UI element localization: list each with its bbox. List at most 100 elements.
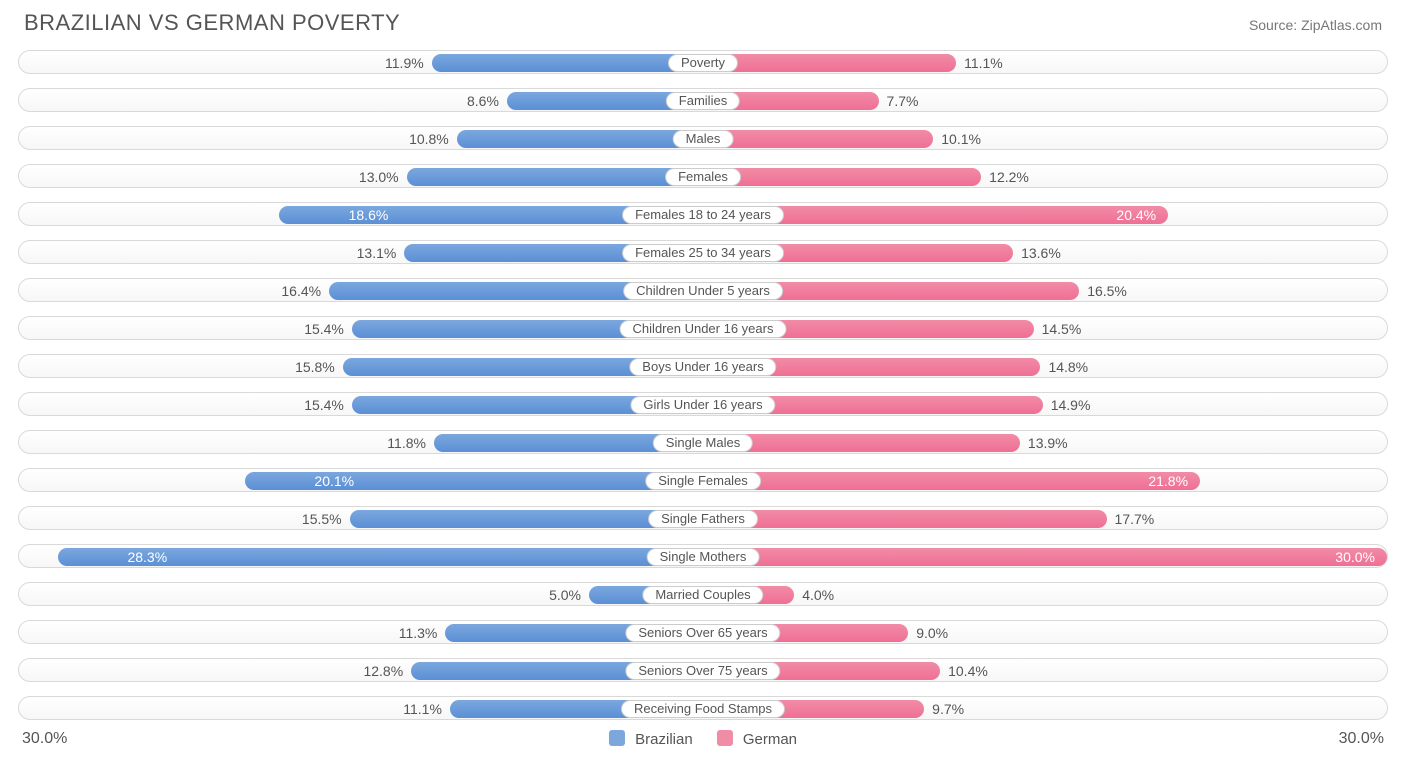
row-track: 11.1% 9.7%Receiving Food Stamps — [18, 696, 1388, 720]
chart-row: 13.0% 12.2% Females — [18, 158, 1388, 194]
chart-row: 15.4% 14.5% Children Under 16 years — [18, 310, 1388, 346]
category-label: Receiving Food Stamps — [621, 700, 785, 718]
axis-max-left: 30.0% — [22, 730, 67, 748]
category-label: Children Under 16 years — [620, 320, 787, 338]
value-label-left: 20.1% — [304, 472, 364, 490]
value-label-left: 28.3% — [117, 548, 177, 566]
value-label-left: 11.1% — [403, 700, 442, 718]
chart-row: 20.1% 21.8% Single Females — [18, 462, 1388, 498]
chart-container: BRAZILIAN VS GERMAN POVERTY Source: ZipA… — [0, 0, 1406, 758]
chart-footer: 30.0% Brazilian German 30.0% — [18, 728, 1388, 756]
category-label: Married Couples — [642, 586, 763, 604]
row-half-left: 15.4% — [19, 317, 703, 339]
row-half-right: 14.5% — [703, 317, 1387, 339]
bar-left — [432, 54, 703, 72]
chart-row: 11.8%13.9%Single Males — [18, 424, 1388, 460]
category-label: Seniors Over 75 years — [625, 662, 780, 680]
chart-row: 16.4%16.5%Children Under 5 years — [18, 272, 1388, 308]
row-half-right: 10.4% — [703, 659, 1387, 681]
row-track: 13.0% 12.2% Females — [18, 164, 1388, 188]
value-label-right: 21.8% — [1138, 472, 1198, 490]
row-track: 15.5% 17.7% Single Fathers — [18, 506, 1388, 530]
value-label-right: 10.1% — [941, 130, 981, 148]
category-label: Seniors Over 65 years — [625, 624, 780, 642]
category-label: Children Under 5 years — [623, 282, 783, 300]
row-track: 11.3% 9.0%Seniors Over 65 years — [18, 620, 1388, 644]
row-half-right: 11.1% — [703, 51, 1387, 73]
row-track: 20.1% 21.8% Single Females — [18, 468, 1388, 492]
category-label: Single Females — [645, 472, 761, 490]
row-half-right: 9.7% — [703, 697, 1387, 719]
row-track: 28.3%30.0%Single Mothers — [18, 544, 1388, 568]
value-label-left: 11.3% — [399, 624, 438, 642]
row-track: 15.8%14.8%Boys Under 16 years — [18, 354, 1388, 378]
row-half-right: 16.5% — [703, 279, 1387, 301]
row-half-right: 9.0% — [703, 621, 1387, 643]
row-half-right: 17.7% — [703, 507, 1387, 529]
row-half-left: 18.6% — [19, 203, 703, 225]
legend-swatch-right — [717, 730, 733, 746]
value-label-right: 30.0% — [1325, 548, 1385, 566]
category-label: Boys Under 16 years — [629, 358, 776, 376]
row-half-left: 13.1% — [19, 241, 703, 263]
row-half-left: 8.6% — [19, 89, 703, 111]
row-half-left: 11.8% — [19, 431, 703, 453]
row-track: 10.8% 10.1% Males — [18, 126, 1388, 150]
value-label-left: 5.0% — [549, 586, 581, 604]
chart-source: Source: ZipAtlas.com — [1249, 17, 1382, 33]
row-half-right: 30.0% — [703, 545, 1387, 567]
category-label: Females 25 to 34 years — [622, 244, 784, 262]
value-label-right: 12.2% — [989, 168, 1029, 186]
chart-rows: 11.9%11.1%Poverty8.6%7.7%Families10.8%10… — [18, 44, 1388, 726]
row-half-left: 10.8% — [19, 127, 703, 149]
bar-right — [703, 510, 1107, 528]
legend: Brazilian German — [609, 730, 797, 748]
value-label-left: 10.8% — [409, 130, 449, 148]
bar-right — [703, 472, 1200, 490]
chart-row: 15.4%14.9%Girls Under 16 years — [18, 386, 1388, 422]
bar-right — [703, 130, 933, 148]
axis-max-right: 30.0% — [1339, 730, 1384, 748]
row-half-left: 11.3% — [19, 621, 703, 643]
row-half-right: 14.9% — [703, 393, 1387, 415]
value-label-left: 11.9% — [385, 54, 424, 72]
row-half-right: 7.7% — [703, 89, 1387, 111]
category-label: Girls Under 16 years — [630, 396, 775, 414]
value-label-right: 17.7% — [1115, 510, 1155, 528]
value-label-left: 8.6% — [467, 92, 499, 110]
value-label-right: 14.5% — [1042, 320, 1082, 338]
row-track: 11.9%11.1%Poverty — [18, 50, 1388, 74]
row-track: 8.6% 7.7%Families — [18, 88, 1388, 112]
legend-label-left: Brazilian — [635, 731, 693, 748]
category-label: Families — [666, 92, 740, 110]
row-half-right: 21.8% — [703, 469, 1387, 491]
row-half-right: 20.4% — [703, 203, 1387, 225]
value-label-left: 11.8% — [387, 434, 426, 452]
row-half-left: 11.1% — [19, 697, 703, 719]
category-label: Females — [665, 168, 741, 186]
row-half-left: 13.0% — [19, 165, 703, 187]
bar-left — [407, 168, 703, 186]
chart-row: 15.8%14.8%Boys Under 16 years — [18, 348, 1388, 384]
legend-item-left: Brazilian — [609, 730, 693, 748]
value-label-left: 13.0% — [359, 168, 399, 186]
value-label-right: 13.9% — [1028, 434, 1068, 452]
bar-right — [703, 54, 956, 72]
bar-left — [457, 130, 703, 148]
row-half-right: 10.1% — [703, 127, 1387, 149]
chart-row: 11.1% 9.7%Receiving Food Stamps — [18, 690, 1388, 726]
row-half-left: 12.8% — [19, 659, 703, 681]
row-half-right: 13.9% — [703, 431, 1387, 453]
row-half-left: 15.5% — [19, 507, 703, 529]
row-half-left: 11.9% — [19, 51, 703, 73]
value-label-left: 18.6% — [339, 206, 399, 224]
category-label: Single Fathers — [648, 510, 758, 528]
value-label-right: 11.1% — [964, 54, 1003, 72]
row-half-left: 28.3% — [19, 545, 703, 567]
value-label-left: 15.4% — [304, 320, 344, 338]
row-half-right: 4.0% — [703, 583, 1387, 605]
category-label: Males — [673, 130, 734, 148]
row-half-left: 16.4% — [19, 279, 703, 301]
chart-row: 11.3% 9.0%Seniors Over 65 years — [18, 614, 1388, 650]
row-half-right: 13.6% — [703, 241, 1387, 263]
